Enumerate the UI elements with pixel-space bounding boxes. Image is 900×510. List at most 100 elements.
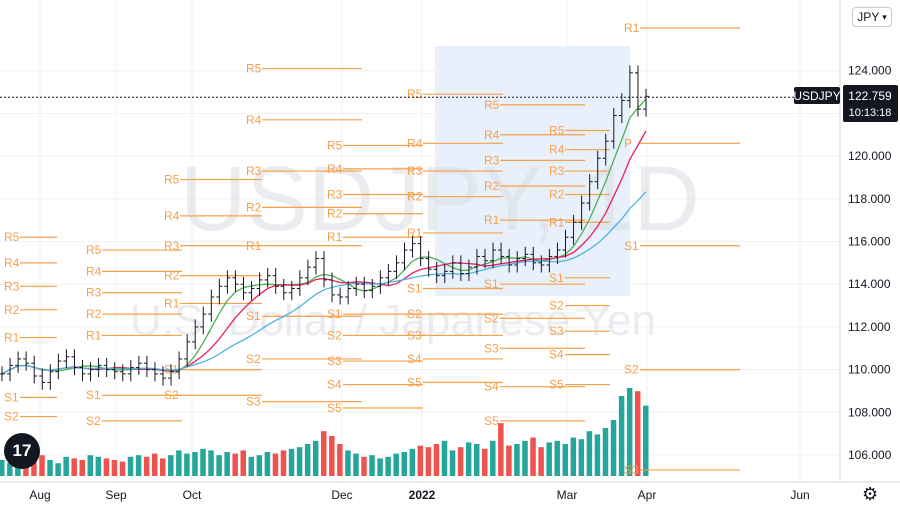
pivot-level-label: S4 [407, 352, 422, 366]
symbol-tag-bg [794, 87, 840, 104]
volume-bar [626, 388, 633, 476]
volume-bars [0, 388, 649, 476]
logo-text: 17 [12, 441, 32, 460]
volume-bar [433, 444, 440, 476]
volume-bar [321, 431, 327, 476]
volume-bar [594, 434, 601, 476]
volume-bar [0, 460, 5, 476]
volume-bar [643, 405, 649, 476]
pivot-level-label: R5 [164, 173, 180, 187]
pivot-level-label: S3 [549, 324, 564, 338]
currency-label: JPY [857, 10, 880, 24]
pivot-level-label: S2 [624, 363, 639, 377]
pivot-level-label: R1 [164, 296, 180, 310]
volume-bar [248, 456, 255, 476]
volume-bar [55, 463, 61, 476]
pivot-level-label: S3 [327, 354, 342, 368]
x-tick-label: Sep [105, 488, 127, 502]
symbol-tag-label: USDJPY [793, 89, 840, 103]
volume-bar [506, 445, 512, 476]
pivot-level-label: R5 [4, 230, 20, 244]
y-tick-label: 116.000 [848, 235, 891, 249]
pivot-level-label: R3 [327, 188, 343, 202]
volume-bar [457, 447, 464, 476]
pivot-level-label: S5 [327, 401, 342, 415]
pivot-level-label: R4 [549, 143, 565, 157]
pivot-level-label: P [624, 136, 632, 150]
pivot-level-label: S3 [246, 395, 261, 409]
volume-bar [200, 448, 206, 476]
volume-bar [337, 444, 343, 476]
volume-bar [160, 458, 166, 476]
pivot-level-label: S2 [549, 299, 564, 313]
pivot-level-label: S3 [624, 463, 639, 477]
currency-selector[interactable]: JPY ▾ [852, 7, 892, 27]
volume-bar [401, 452, 407, 476]
pivot-level-label: S2 [484, 311, 499, 325]
volume-bar [369, 455, 375, 476]
pivot-level-label: R4 [246, 113, 262, 127]
pivot-level-label: S5 [407, 375, 422, 389]
watermark-subtitle: U.S. Dollar / Japanese Yen [130, 296, 656, 345]
x-tick-label: Apr [638, 488, 657, 502]
time-axis[interactable]: Aug Sep Oct Dec 2022 Mar Apr Jun [29, 488, 809, 502]
pivot-level-label: R2 [246, 200, 262, 214]
y-tick-label: 108.000 [848, 405, 892, 419]
volume-bar [288, 448, 295, 476]
volume-bar [514, 444, 520, 476]
pivot-level-label: R3 [4, 279, 20, 293]
volume-bar [473, 444, 480, 476]
volume-bar [47, 460, 53, 476]
volume-bar [39, 455, 45, 476]
pivot-level-label: R3 [407, 164, 423, 178]
volume-bar [329, 436, 335, 476]
price-tag-bg [843, 85, 898, 122]
y-tick-label: 112.000 [848, 320, 891, 334]
pivot-level-label: S1 [327, 307, 342, 321]
price-tag-value: 122.759 [848, 89, 892, 103]
volume-bar [264, 452, 271, 476]
volume-bar [610, 420, 617, 476]
pivot-level-label: R1 [407, 226, 423, 240]
volume-bar [95, 456, 102, 476]
volume-bar [240, 450, 246, 476]
pivot-level-label: R1 [246, 239, 262, 253]
volume-bar [296, 447, 303, 476]
volume-bar [135, 455, 142, 476]
volume-bar [280, 450, 287, 476]
pivot-level-label: S3 [484, 341, 499, 355]
x-tick-label: Mar [557, 488, 578, 502]
pivot-level-label: R2 [484, 179, 500, 193]
y-tick-label: 118.000 [848, 192, 891, 206]
pivot-level-label: R4 [164, 209, 180, 223]
volume-bar [63, 456, 69, 476]
pivot-level-label: R3 [86, 286, 102, 300]
volume-bar [87, 455, 94, 476]
volume-bar [216, 455, 222, 476]
gear-icon[interactable]: ⚙ [862, 484, 879, 504]
pivot-level-label: R1 [86, 328, 102, 342]
pivot-level-label: R1 [549, 215, 565, 229]
pivot-level-label: R5 [327, 138, 343, 152]
y-tick-label: 120.000 [848, 149, 892, 163]
pivot-level-label: R4 [327, 162, 343, 176]
pivot-level-label: S2 [164, 388, 179, 402]
volume-bar [71, 458, 77, 476]
pivot-level-label: R3 [164, 239, 180, 253]
volume-bar [409, 448, 416, 476]
volume-bar [232, 453, 238, 476]
pivot-level-label: S2 [86, 414, 101, 428]
volume-bar [441, 440, 448, 476]
tradingview-logo[interactable]: 17 [4, 433, 40, 469]
pivot-level-label: R5 [549, 123, 565, 137]
y-tick-label: 114.000 [848, 277, 891, 291]
volume-bar [111, 460, 118, 476]
pivot-level-label: R2 [86, 307, 102, 321]
volume-bar [7, 463, 13, 476]
pivot-level-label: R1 [624, 21, 640, 35]
volume-bar [79, 460, 85, 476]
volume-bar [385, 456, 391, 476]
volume-bar [634, 391, 641, 476]
volume-bar [578, 439, 585, 476]
